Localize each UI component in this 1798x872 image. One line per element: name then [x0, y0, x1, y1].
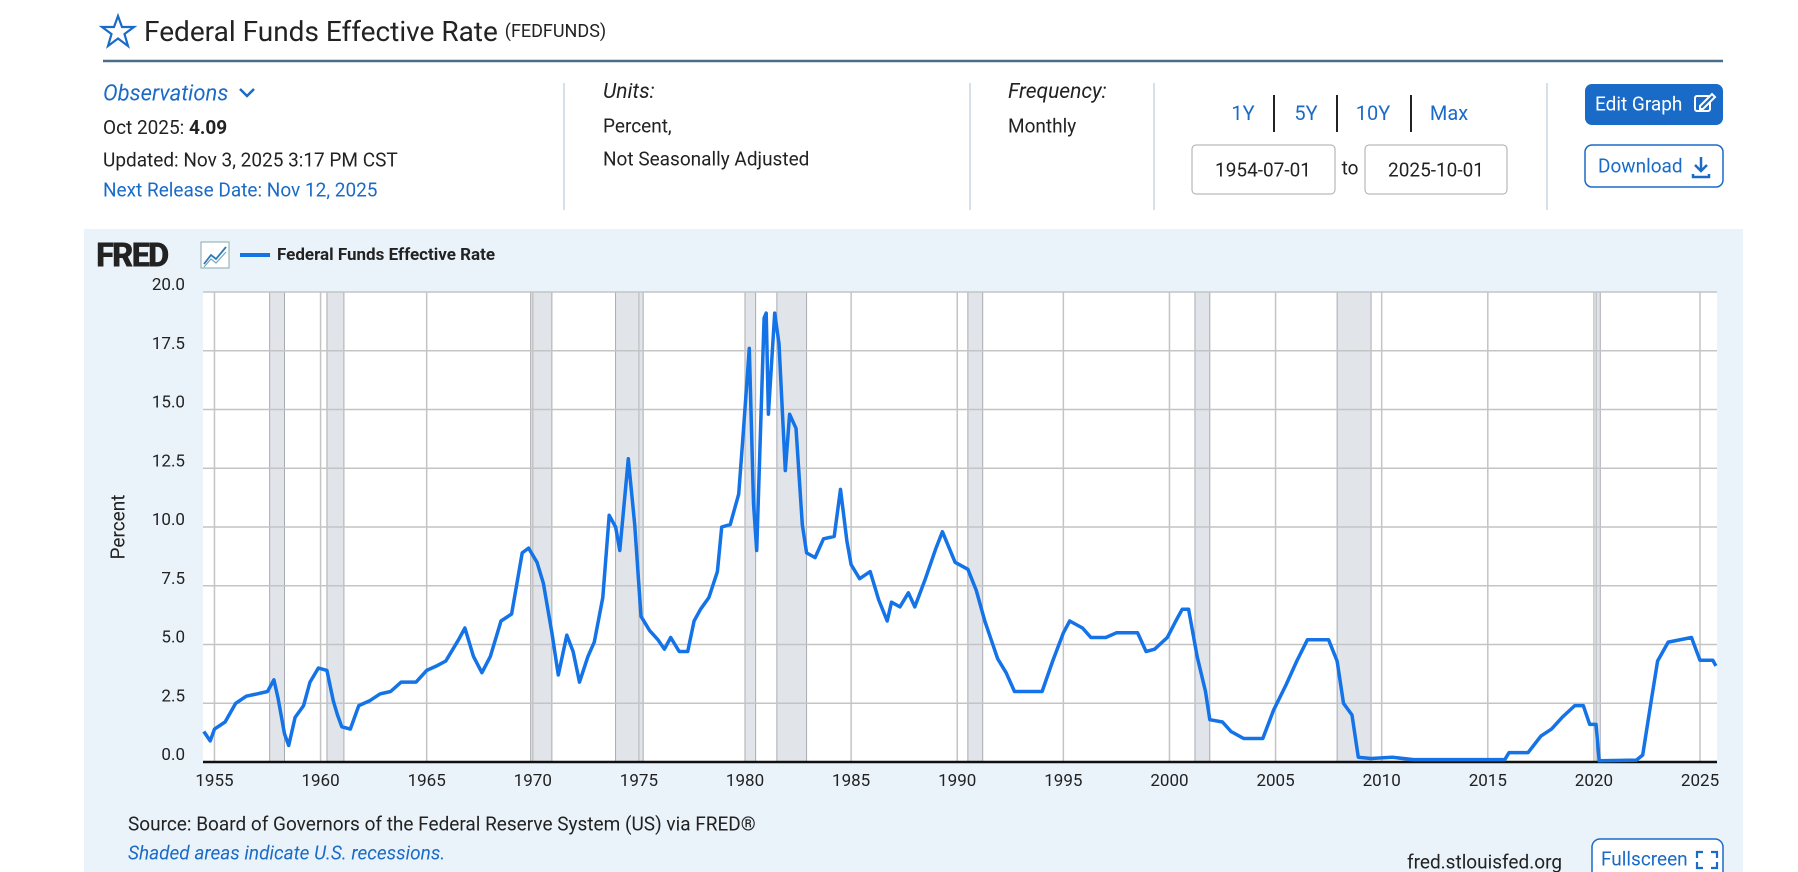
x-tick-label: 2020: [1575, 771, 1613, 791]
range-link[interactable]: Max: [1430, 101, 1468, 125]
units-line: Not Seasonally Adjusted: [603, 148, 809, 171]
obs-value: 4.09: [189, 116, 227, 139]
y-tick-label: 5.0: [161, 628, 185, 648]
fred-logo: FRED: [96, 237, 169, 276]
start-date-input[interactable]: [1191, 144, 1336, 195]
y-tick-label: 15.0: [152, 393, 185, 413]
x-tick-label: 1990: [938, 771, 976, 791]
source: Source: Board of Governors of the Federa…: [128, 813, 756, 836]
page-title: Federal Funds Effective Rate (FEDFUNDS): [144, 15, 606, 48]
x-tick-label: 2000: [1150, 771, 1188, 791]
x-tick-label: 1965: [408, 771, 446, 791]
chart-type-icon: [200, 241, 230, 269]
y-tick-label: 20.0: [152, 275, 185, 295]
x-tick-label: 1985: [832, 771, 870, 791]
site[interactable]: fred.stlouisfed.org: [1407, 851, 1562, 872]
end-date: 2025-10-01: [1388, 159, 1484, 182]
observations-label[interactable]: Observations: [103, 82, 228, 107]
download-button[interactable]: [1584, 144, 1724, 188]
x-tick-label: 1980: [726, 771, 764, 791]
end-date-input[interactable]: [1364, 144, 1508, 195]
start-date: 1954-07-01: [1215, 159, 1311, 182]
separators: [563, 83, 1548, 210]
next-release[interactable]: Next Release Date: Nov 12, 2025: [103, 179, 378, 202]
x-tick-label: 1955: [195, 771, 233, 791]
favorite-star[interactable]: [98, 12, 138, 49]
x-tick-label: 1995: [1044, 771, 1082, 791]
fullscreen-label: Fullscreen: [1601, 848, 1688, 871]
obs-date: Oct 2025:: [103, 116, 184, 139]
legend-label: Federal Funds Effective Rate: [277, 245, 495, 265]
edit-graph-label: Edit Graph: [1595, 93, 1682, 116]
x-tick-label: 2015: [1469, 771, 1507, 791]
fullscreen-button[interactable]: [1591, 838, 1724, 872]
chevron[interactable]: [239, 88, 255, 98]
y-tick-label: 10.0: [152, 510, 185, 530]
units-label: Units:: [603, 80, 655, 104]
chart: 0.0 2.5 5.0 7.5 10.0 12.5 15.0 17.5 20.0 1955 1960…: [152, 245, 1719, 791]
series-code: (FEDFUNDS): [505, 21, 606, 42]
y-tick-label: 17.5: [152, 334, 185, 354]
x-tick-label: 1975: [620, 771, 658, 791]
frequency-value: Monthly: [1008, 115, 1076, 138]
y-tick-label: 0.0: [161, 745, 185, 765]
download-label: Download: [1598, 155, 1683, 178]
fullscreen-icon: [1695, 850, 1719, 870]
recession-note: Shaded areas indicate U.S. recessions.: [128, 842, 445, 865]
title: Federal Funds Effective Rate: [144, 15, 498, 48]
range-link[interactable]: 1Y: [1231, 101, 1254, 125]
y-axis-label: Percent: [107, 495, 130, 560]
x-tick-label: 2025: [1681, 771, 1719, 791]
y-tick-label: 7.5: [161, 569, 185, 589]
x-tick-label: 2010: [1363, 771, 1401, 791]
x-tick-label: 2005: [1256, 771, 1294, 791]
series-line: [202, 311, 1718, 763]
edit-icon: [1694, 92, 1717, 112]
y-tick-label: 2.5: [161, 686, 185, 706]
x-tick-label: 1970: [514, 771, 552, 791]
frequency-label: Frequency:: [1008, 80, 1107, 104]
range-link[interactable]: 10Y: [1356, 101, 1391, 125]
range-link[interactable]: 5Y: [1294, 101, 1317, 125]
to-label: to: [1342, 157, 1359, 180]
updated: Updated: Nov 3, 2025 3:17 PM CST: [103, 149, 398, 172]
x-tick-label: 1960: [301, 771, 339, 791]
download-icon: [1691, 157, 1711, 179]
units-line: Percent,: [603, 115, 672, 138]
edit-graph-button[interactable]: [1585, 84, 1723, 125]
y-tick-label: 12.5: [152, 451, 185, 471]
latest-observation: Oct 2025: 4.09: [103, 116, 227, 139]
